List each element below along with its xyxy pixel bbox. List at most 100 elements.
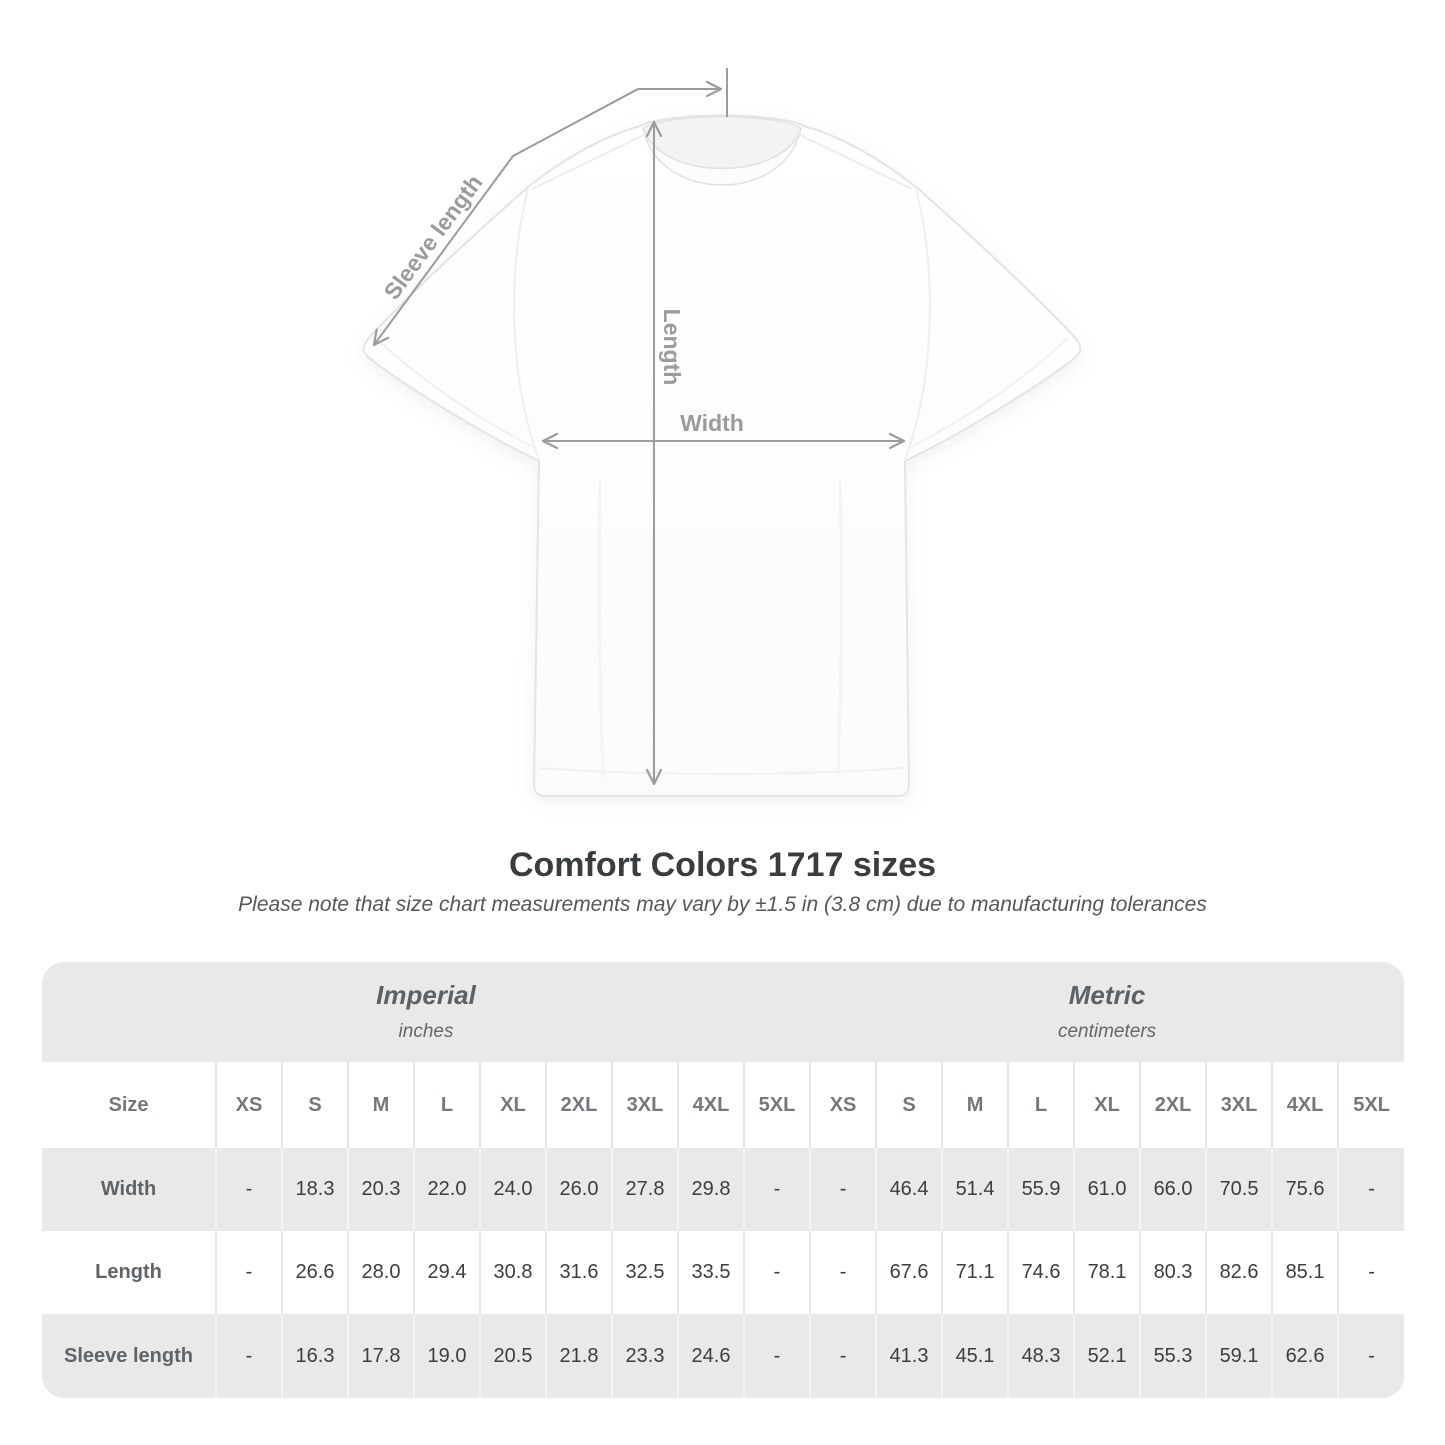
imperial-section-header: Imperial inches xyxy=(42,962,811,1062)
width-imperial-3xl: 27.8 xyxy=(611,1148,678,1231)
size-col-header-metric-2xl: 2XL xyxy=(1139,1062,1207,1148)
size-chart-table: Imperial inches Metric centimeters Size … xyxy=(42,962,1404,1398)
width-label: Width xyxy=(680,410,744,436)
sleeve-length-row: Sleeve length - 16.3 17.8 19.0 20.5 21.8… xyxy=(42,1314,1404,1398)
sleeve-metric-4xl: 62.6 xyxy=(1271,1314,1339,1398)
size-col-header-imperial-l: L xyxy=(413,1062,480,1148)
metric-section-title: Metric xyxy=(1068,979,1146,1010)
size-col-header-metric-xs: XS xyxy=(809,1062,877,1148)
tshirt-measurement-diagram: Sleeve length Length Width xyxy=(362,68,1082,797)
size-col-header-imperial-m: M xyxy=(347,1062,414,1148)
sleeve-imperial-2xl: 21.8 xyxy=(545,1314,612,1398)
length-imperial-l: 29.4 xyxy=(413,1231,480,1314)
size-col-header-metric-xl: XL xyxy=(1073,1062,1141,1148)
length-imperial-xs: - xyxy=(215,1231,282,1314)
length-imperial-xl: 30.8 xyxy=(479,1231,546,1314)
tolerance-note: Please note that size chart measurements… xyxy=(238,893,1207,916)
sleeve-imperial-xl: 20.5 xyxy=(479,1314,546,1398)
width-imperial-5xl: - xyxy=(742,1148,811,1231)
size-col-header-imperial-2xl: 2XL xyxy=(545,1062,612,1148)
cuff-seam-left xyxy=(375,337,536,449)
metric-section-header: Metric centimeters xyxy=(810,962,1404,1062)
size-col-header-imperial-5xl: 5XL xyxy=(742,1062,811,1148)
cuff-seam-right xyxy=(908,337,1069,449)
size-col-header-imperial-4xl: 4XL xyxy=(677,1062,744,1148)
length-metric-xs: - xyxy=(809,1231,877,1314)
sleeve-imperial-s: 16.3 xyxy=(281,1314,348,1398)
sleeve-seam-right xyxy=(904,188,931,460)
row-label-sleeve-length: Sleeve length xyxy=(42,1314,216,1398)
length-imperial-4xl: 33.5 xyxy=(677,1231,744,1314)
width-row: Width - 18.3 20.3 22.0 24.0 26.0 27.8 29… xyxy=(42,1148,1404,1231)
width-metric-xs: - xyxy=(809,1148,877,1231)
imperial-section-unit: inches xyxy=(398,1020,454,1042)
size-col-header-imperial-s: S xyxy=(281,1062,348,1148)
length-imperial-5xl: - xyxy=(742,1231,811,1314)
size-col-header-metric-s: S xyxy=(875,1062,943,1148)
shoulder-seam-right xyxy=(795,132,913,190)
width-metric-xl: 61.0 xyxy=(1073,1148,1141,1231)
size-col-header-metric-5xl: 5XL xyxy=(1337,1062,1404,1148)
size-col-header-metric-4xl: 4XL xyxy=(1271,1062,1339,1148)
sleeve-metric-m: 45.1 xyxy=(941,1314,1009,1398)
sleeve-imperial-5xl: - xyxy=(742,1314,811,1398)
size-corner-label: Size xyxy=(42,1062,216,1148)
length-metric-5xl: - xyxy=(1337,1231,1404,1314)
size-col-header-metric-l: L xyxy=(1007,1062,1075,1148)
sleeve-metric-xs: - xyxy=(809,1314,877,1398)
row-label-width: Width xyxy=(42,1148,216,1231)
size-chart-container: Imperial inches Metric centimeters Size … xyxy=(42,962,1404,1398)
size-col-header-metric-3xl: 3XL xyxy=(1205,1062,1273,1148)
tshirt-body xyxy=(362,114,1082,797)
length-imperial-m: 28.0 xyxy=(347,1231,414,1314)
fold-line xyxy=(836,479,843,775)
tshirt-illustration xyxy=(362,114,1082,797)
unit-section-row: Imperial inches Metric centimeters xyxy=(42,962,1404,1062)
sleeve-length-arrow xyxy=(372,80,723,347)
width-metric-2xl: 66.0 xyxy=(1139,1148,1207,1231)
width-imperial-2xl: 26.0 xyxy=(545,1148,612,1231)
page-title: Comfort Colors 1717 sizes xyxy=(508,846,937,884)
length-imperial-2xl: 31.6 xyxy=(545,1231,612,1314)
length-metric-3xl: 82.6 xyxy=(1205,1231,1273,1314)
length-metric-l: 74.6 xyxy=(1007,1231,1075,1314)
width-imperial-xl: 24.0 xyxy=(479,1148,546,1231)
sleeve-metric-l: 48.3 xyxy=(1007,1314,1075,1398)
sleeve-imperial-m: 17.8 xyxy=(347,1314,414,1398)
size-col-header-imperial-xs: XS xyxy=(215,1062,282,1148)
length-metric-2xl: 80.3 xyxy=(1139,1231,1207,1314)
fold-line xyxy=(597,479,605,779)
width-imperial-4xl: 29.8 xyxy=(677,1148,744,1231)
sleeve-imperial-4xl: 24.6 xyxy=(677,1314,744,1398)
sleeve-metric-xl: 52.1 xyxy=(1073,1314,1141,1398)
size-col-header-metric-m: M xyxy=(941,1062,1009,1148)
length-imperial-s: 26.6 xyxy=(281,1231,348,1314)
width-metric-l: 55.9 xyxy=(1007,1148,1075,1231)
length-imperial-3xl: 32.5 xyxy=(611,1231,678,1314)
width-metric-s: 46.4 xyxy=(875,1148,943,1231)
width-imperial-xs: - xyxy=(215,1148,282,1231)
width-metric-4xl: 75.6 xyxy=(1271,1148,1339,1231)
size-header-row: Size XS S M L XL 2XL 3XL 4XL 5XL XS S M … xyxy=(42,1062,1404,1148)
length-metric-m: 71.1 xyxy=(941,1231,1009,1314)
imperial-section-title: Imperial xyxy=(376,979,476,1010)
sleeve-imperial-l: 19.0 xyxy=(413,1314,480,1398)
row-label-length: Length xyxy=(42,1231,216,1314)
width-imperial-s: 18.3 xyxy=(281,1148,348,1231)
sleeve-imperial-3xl: 23.3 xyxy=(611,1314,678,1398)
width-metric-5xl: - xyxy=(1337,1148,1404,1231)
sleeve-metric-2xl: 55.3 xyxy=(1139,1314,1207,1398)
length-metric-s: 67.6 xyxy=(875,1231,943,1314)
size-col-header-imperial-3xl: 3XL xyxy=(611,1062,678,1148)
sleeve-metric-3xl: 59.1 xyxy=(1205,1314,1273,1398)
width-metric-m: 51.4 xyxy=(941,1148,1009,1231)
metric-section-unit: centimeters xyxy=(1057,1020,1157,1042)
sleeve-metric-5xl: - xyxy=(1337,1314,1404,1398)
length-metric-4xl: 85.1 xyxy=(1271,1231,1339,1314)
length-metric-xl: 78.1 xyxy=(1073,1231,1141,1314)
sleeve-metric-s: 41.3 xyxy=(875,1314,943,1398)
size-col-header-imperial-xl: XL xyxy=(479,1062,546,1148)
width-metric-3xl: 70.5 xyxy=(1205,1148,1273,1231)
width-imperial-l: 22.0 xyxy=(413,1148,480,1231)
